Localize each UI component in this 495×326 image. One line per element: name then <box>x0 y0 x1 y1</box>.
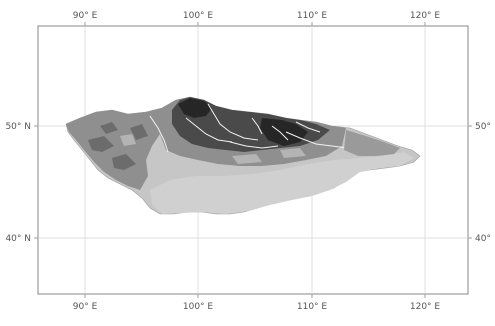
right-label-40: 40° <box>475 234 491 244</box>
country-landmass <box>65 96 421 215</box>
river-network <box>149 103 349 153</box>
top-label-120: 120° E <box>410 11 441 21</box>
land-darkest-east <box>260 118 308 146</box>
left-label-50: 50° N <box>5 122 31 132</box>
land-darkest-core <box>178 98 212 118</box>
river-west <box>149 115 169 153</box>
right-label-50: 50° <box>475 122 491 132</box>
top-label-100: 100° E <box>183 11 214 21</box>
land-mid-east <box>344 130 400 156</box>
left-label-40: 40° N <box>5 234 31 244</box>
river-tuul <box>229 141 279 149</box>
land-light-gobi <box>150 152 414 214</box>
map-border <box>37 25 469 295</box>
bottom-label-120: 120° E <box>410 302 441 312</box>
river-orkhon <box>185 117 233 143</box>
top-label-90: 90° E <box>73 11 98 21</box>
bottom-label-110: 110° E <box>297 302 328 312</box>
river-onon <box>295 121 321 133</box>
top-label-110: 110° E <box>297 11 328 21</box>
bottom-label-100: 100° E <box>183 302 214 312</box>
frame-ticks <box>34 22 472 298</box>
land-texture-light <box>120 134 306 164</box>
bottom-label-90: 90° E <box>73 302 98 312</box>
land-texture-west <box>88 122 148 170</box>
graticule-labels: 90° E 100° E 110° E 120° E 90° E 100° E … <box>5 11 491 312</box>
river-kherlen <box>285 131 349 149</box>
river-selenge <box>207 103 259 141</box>
